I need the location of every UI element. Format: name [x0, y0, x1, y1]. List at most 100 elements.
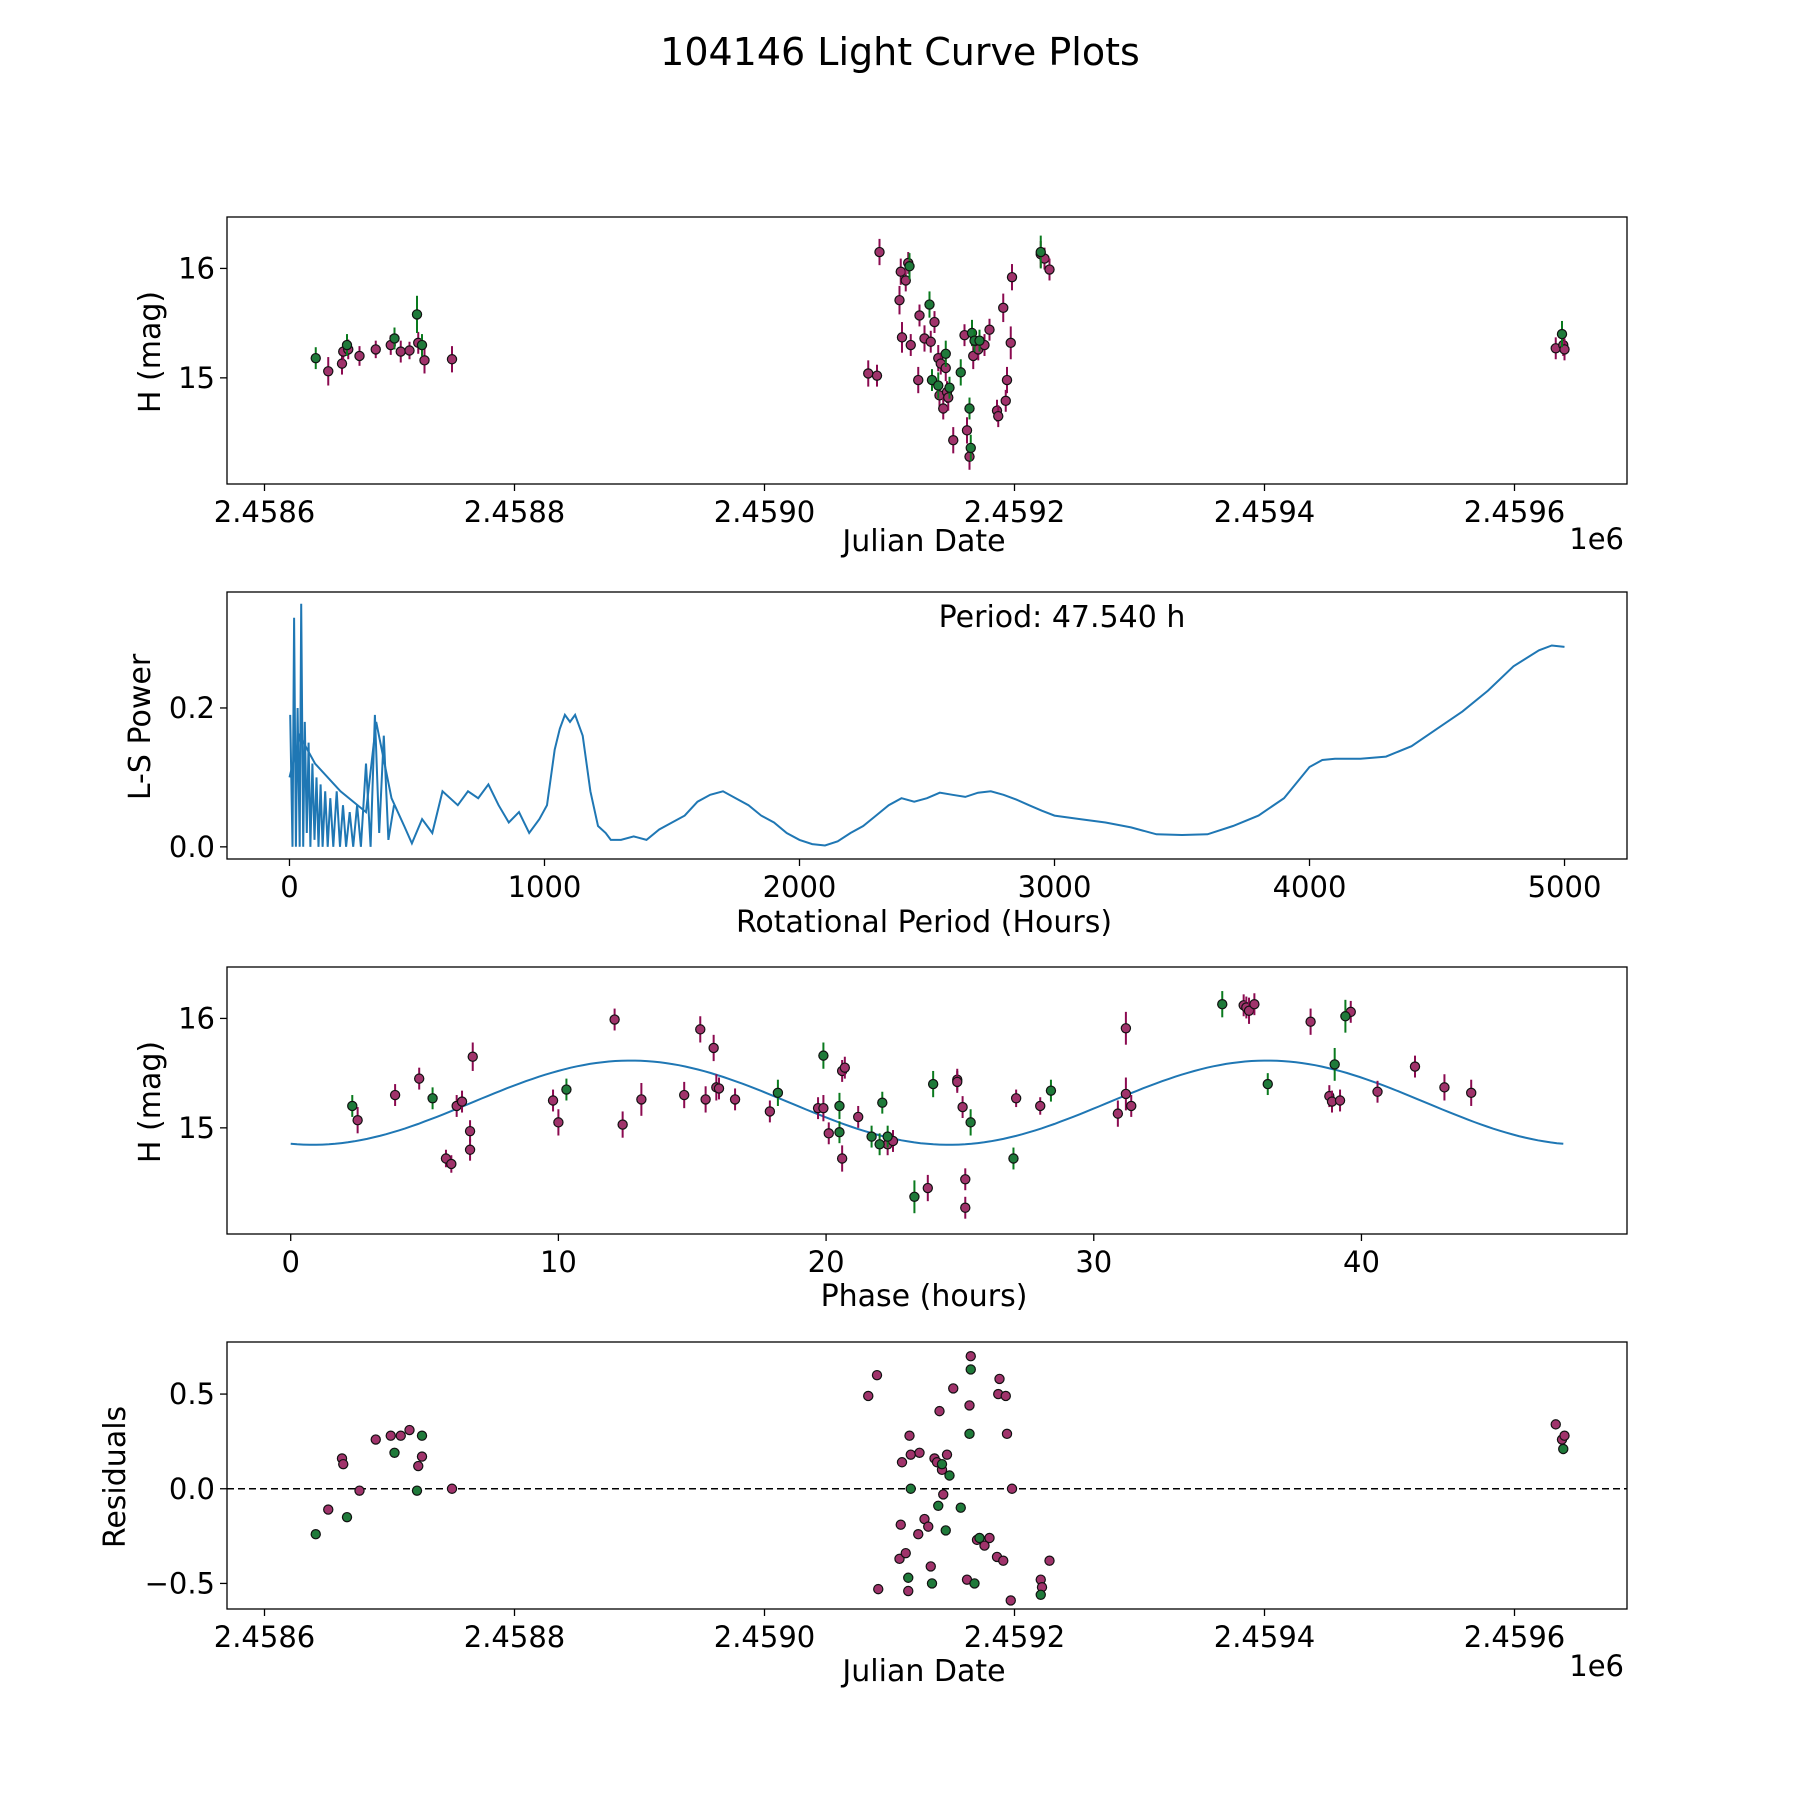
residuals-xtick-label: 2.4588: [464, 1620, 565, 1654]
lightcurve-point-magenta: [895, 266, 906, 277]
residuals-point-green: [411, 1485, 423, 1496]
periodogram-ylabel: L-S Power: [123, 653, 158, 800]
phased-point-green: [1340, 1011, 1351, 1022]
lightcurve-ytick-label: 16: [178, 251, 215, 285]
lightcurve-point-green: [416, 339, 428, 351]
lightcurve-xtick-label: 2.4588: [464, 495, 565, 529]
lightcurve-point-magenta: [894, 294, 905, 306]
phased-point-magenta: [547, 1095, 559, 1106]
phased-point-magenta: [1334, 1095, 1346, 1106]
residuals-point-magenta: [925, 1561, 936, 1572]
residuals-point-magenta: [1006, 1483, 1018, 1494]
phased-point-magenta: [922, 1182, 934, 1194]
lightcurve-point-magenta: [1000, 395, 1011, 407]
lightcurve-point-magenta: [336, 358, 348, 369]
residuals-point-green: [310, 1529, 321, 1540]
lightcurve-point-green: [940, 348, 951, 359]
phased-point-magenta: [1249, 999, 1260, 1010]
lightcurve-point-magenta: [446, 354, 458, 365]
lightcurve-point-green: [955, 367, 966, 378]
lightcurve-xtick-label: 2.4586: [214, 495, 315, 529]
phased-point-magenta: [617, 1119, 628, 1130]
lightcurve-point-green: [965, 442, 976, 454]
period-annotation: Period: 47.540 h: [939, 600, 1186, 635]
lightcurve-point-green: [924, 299, 935, 310]
residuals-xtick-label: 2.4592: [964, 1620, 1065, 1654]
lightcurve-x-offset: 1e6: [1569, 522, 1624, 556]
phased-point-magenta: [960, 1174, 971, 1185]
lightcurve-point-magenta: [993, 410, 1004, 422]
lightcurve-point-magenta: [874, 246, 885, 258]
residuals-xtick-label: 2.4586: [214, 1620, 315, 1654]
lightcurve-point-magenta: [1044, 264, 1055, 275]
lightcurve-point-magenta: [871, 370, 883, 381]
residuals-xtick-label: 2.4590: [714, 1620, 815, 1654]
residuals-point-magenta: [948, 1383, 959, 1394]
phased-point-magenta: [1372, 1086, 1383, 1097]
phased-point-green: [772, 1087, 784, 1099]
residuals-point-magenta: [370, 1434, 381, 1445]
lightcurve-point-green: [389, 333, 400, 344]
lightcurve-point-magenta: [900, 275, 911, 286]
phased-point-green: [866, 1131, 877, 1142]
phased-point-magenta: [1439, 1082, 1450, 1093]
lightcurve-point-green: [944, 382, 955, 393]
lightcurve-point-magenta: [354, 350, 365, 362]
residuals-point-green: [944, 1470, 955, 1481]
lightcurve-frame: [226, 216, 1628, 485]
lightcurve-point-magenta: [905, 339, 916, 351]
residuals-point-magenta: [863, 1390, 874, 1402]
periodogram-ytick-label: 0.0: [169, 830, 215, 864]
phased-model-curve: [290, 1059, 1564, 1146]
residuals-point-magenta: [941, 1449, 953, 1460]
periodogram-xtick-label: 4000: [1273, 870, 1347, 904]
residuals-point-magenta: [965, 1351, 976, 1362]
residuals-x-offset: 1e6: [1569, 1649, 1624, 1683]
residuals-xtick-label: 2.4596: [1464, 1620, 1565, 1654]
phased-xtick-label: 20: [808, 1245, 845, 1279]
phased-point-green: [834, 1127, 845, 1138]
residuals-point-magenta: [914, 1447, 925, 1458]
phased-point-magenta: [853, 1111, 864, 1123]
lightcurve-point-magenta: [961, 425, 973, 436]
lightcurve-point-magenta: [896, 332, 908, 343]
residuals-point-green: [926, 1578, 938, 1589]
residuals-point-green: [389, 1447, 400, 1458]
residuals-point-magenta: [395, 1430, 406, 1441]
residuals-point-green: [1558, 1443, 1569, 1455]
lightcurve-point-magenta: [964, 451, 975, 462]
phased-point-magenta: [352, 1114, 363, 1126]
phased-point-magenta: [1120, 1023, 1132, 1034]
residuals-ylabel: Residuals: [98, 1406, 133, 1548]
phased-panel: Phase (hours) H (mag) 0 10 20 30 40 15 16: [133, 966, 1628, 1314]
phased-point-magenta: [464, 1144, 476, 1155]
phased-xtick-label: 30: [1075, 1245, 1112, 1279]
lightcurve-point-magenta: [863, 368, 874, 379]
residuals-point-green: [965, 1364, 976, 1375]
lightcurve-point-magenta: [943, 392, 954, 403]
phased-point-magenta: [609, 1014, 620, 1025]
phased-point-magenta: [679, 1089, 690, 1101]
phased-point-magenta: [818, 1102, 829, 1114]
phased-point-green: [347, 1100, 358, 1112]
lightcurve-point-magenta: [404, 345, 415, 356]
phased-point-green: [1045, 1085, 1057, 1096]
phased-point-magenta: [708, 1042, 719, 1054]
lightcurve-point-magenta: [323, 366, 334, 377]
lightcurve-point-magenta: [948, 435, 959, 446]
residuals-point-magenta: [871, 1369, 883, 1381]
phased-xlabel: Phase (hours): [821, 1279, 1028, 1314]
residuals-ytick-label: −0.5: [145, 1566, 215, 1600]
residuals-point-magenta: [413, 1460, 424, 1472]
phased-point-magenta: [636, 1094, 647, 1105]
residuals-point-green: [969, 1578, 980, 1589]
phased-point-magenta: [1010, 1093, 1022, 1104]
residuals-point-magenta: [905, 1449, 916, 1460]
lightcurve-point-magenta: [1006, 271, 1018, 283]
phased-ytick-label: 16: [178, 1001, 215, 1035]
residuals-point-green: [905, 1483, 916, 1494]
lightcurve-point-magenta: [925, 336, 936, 347]
lightcurve-point-magenta: [914, 310, 925, 321]
lightcurve-point-magenta: [929, 316, 940, 328]
residuals-point-magenta: [1000, 1390, 1011, 1402]
